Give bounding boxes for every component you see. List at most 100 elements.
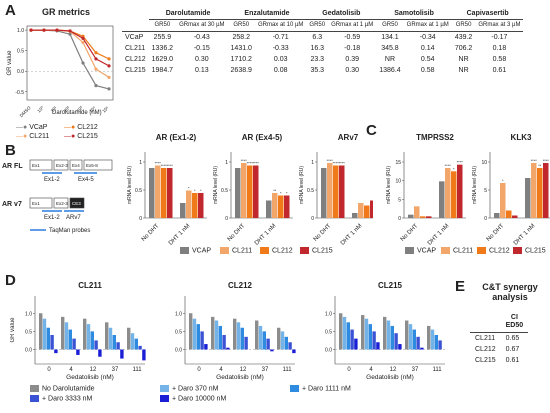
bar: [240, 327, 244, 350]
legend-label: CL212: [272, 247, 293, 255]
bar: [39, 313, 43, 350]
y-tick-label: 0.5: [17, 49, 24, 55]
legend-item-cl212: —● CL212: [64, 124, 98, 131]
bar: [192, 193, 198, 218]
table-cell: 0.30: [345, 67, 359, 74]
table-cell: 345.8: [381, 45, 399, 52]
table-cell: -0.18: [344, 45, 361, 52]
x-tick-label: 4: [219, 367, 223, 373]
bar: [451, 171, 457, 218]
x-axis-label: Gedatolisib (nM): [366, 374, 414, 381]
bar: [116, 342, 120, 350]
panel-label-a: A: [5, 2, 16, 19]
data-point: [68, 32, 72, 36]
table-cell: -0.15: [193, 45, 210, 52]
ct-table-wrapper: CI ED50 CL211 0.65 CL212 0.67 CL215 0.61: [470, 312, 529, 366]
table-cell: 1386.4: [379, 67, 401, 74]
table-subheader: GR50: [306, 19, 329, 32]
bar: [258, 325, 263, 350]
y-tick-label: 1.0: [325, 311, 332, 317]
bar: [408, 324, 413, 350]
bar: [439, 181, 445, 218]
drug-header: Gedatolisib: [306, 8, 377, 20]
legend-swatch: [513, 247, 522, 254]
y-tick-label: 10: [395, 179, 401, 185]
bar: [218, 325, 222, 350]
bar: [358, 203, 364, 218]
bar: [90, 331, 94, 350]
significance-label: ****: [327, 158, 334, 163]
y-tick-label: 0.0: [175, 348, 182, 354]
exon-box: [69, 159, 83, 171]
bar: [506, 210, 512, 218]
bar: [211, 316, 215, 350]
x-group-label: DHT 1 nM: [168, 223, 192, 247]
bar: [108, 327, 113, 350]
bar: [438, 340, 442, 350]
x-group-label: No DHT: [400, 223, 420, 243]
bar: [241, 163, 247, 218]
chart-title: AR (Ex1-2): [156, 133, 197, 142]
table-cell: -0.34: [419, 34, 436, 41]
bar: [134, 338, 138, 350]
table-cell: 0.08: [273, 67, 288, 74]
data-point: [68, 29, 72, 33]
bar: [277, 327, 281, 350]
ct-row-name: CL215: [475, 357, 496, 364]
bar: [430, 329, 435, 350]
exon-label: Ex2-3: [56, 163, 68, 168]
bar: [321, 168, 327, 218]
table-cell: 0.61: [492, 67, 507, 74]
table-row: CL215 1984.7 0.13 2638.9 0.08 35.3 0.30 1386.4 0…: [122, 65, 523, 76]
bar: [255, 320, 259, 350]
table-cell: 16.3: [310, 45, 325, 52]
bar: [339, 313, 343, 350]
ct-ci-value: 0.67: [505, 346, 520, 353]
bar: [537, 168, 543, 218]
bar: [339, 165, 345, 218]
x-tick-label: 10¹: [50, 105, 58, 113]
table-cell: 0.58: [492, 56, 507, 63]
significance-label: *: [194, 188, 196, 193]
y-tick-label: 10: [481, 160, 487, 166]
y-tick-label: 0: [311, 216, 314, 222]
legend-item-cl211: —● CL211: [16, 133, 50, 140]
legend-item: VCAP: [405, 247, 436, 254]
bar: [233, 318, 237, 350]
bar: [54, 349, 58, 354]
bar: [94, 340, 98, 350]
table-subheader: GRmax at 3 µM: [475, 19, 524, 32]
mrna-legend-c: VCAP CL211 CL212 CL215: [405, 247, 550, 259]
bar: [500, 183, 506, 218]
bar: [420, 347, 424, 350]
y-axis-label: mRNA level (RU): [127, 166, 133, 204]
table-cell: 0.14: [420, 45, 435, 52]
y-tick-label: 1: [139, 160, 142, 166]
bar: [186, 190, 192, 218]
legend-label: + Daro 3333 nM: [42, 395, 93, 403]
table-cell: 1710.2: [230, 56, 252, 63]
ct-row: CL212 0.67: [470, 344, 528, 355]
y-tick-label: 0.5: [307, 188, 314, 194]
gr-table-wrapper: Darolutamide Enzalutamide Gedatolisib Sa…: [122, 8, 524, 76]
bar: [352, 213, 358, 218]
exon-label: Ex1: [32, 201, 40, 206]
bar: [361, 315, 365, 350]
bar: [280, 331, 285, 350]
bar: [42, 318, 47, 350]
significance-label: *: [286, 191, 288, 196]
chart-title: CL211: [78, 281, 102, 290]
probe-label: Ex1-2: [44, 177, 60, 183]
x-group-label: No DHT: [486, 223, 506, 243]
legend-label: + Daro 1111 nM: [302, 385, 351, 393]
bar: [543, 163, 549, 218]
gr-legend: —● VCaP —● CL212 —● CL211 —● CL215: [16, 124, 116, 144]
legend-item: CL211: [441, 247, 473, 254]
exon-box: [69, 197, 85, 209]
bar: [426, 216, 432, 218]
legend-swatch: [441, 247, 450, 254]
ct-row: CL215 0.61: [470, 355, 528, 366]
bar: [189, 313, 193, 350]
table-cell: 0.30: [194, 56, 209, 63]
